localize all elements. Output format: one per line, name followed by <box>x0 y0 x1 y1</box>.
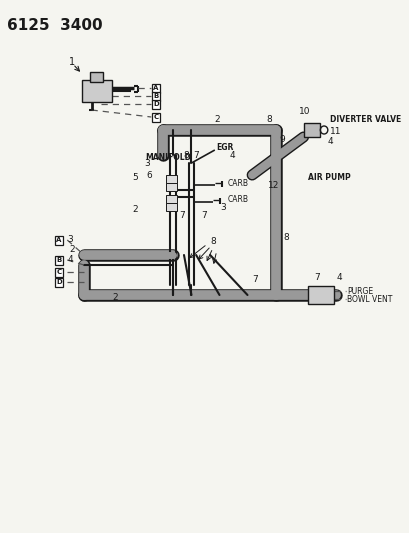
Text: D: D <box>153 101 158 107</box>
Text: D: D <box>56 279 62 285</box>
Text: EGR: EGR <box>216 143 234 152</box>
Text: 7: 7 <box>193 150 199 159</box>
Text: 2: 2 <box>214 116 220 125</box>
Text: 8: 8 <box>210 238 216 246</box>
Text: A: A <box>56 237 61 243</box>
Text: 7: 7 <box>313 273 319 282</box>
Text: 8: 8 <box>282 233 288 243</box>
Text: MANIFOLD: MANIFOLD <box>144 154 190 163</box>
Text: 4: 4 <box>229 150 235 159</box>
Text: 2: 2 <box>112 294 117 303</box>
Text: CARB: CARB <box>227 196 248 205</box>
Text: 8: 8 <box>182 150 189 159</box>
Text: 9: 9 <box>279 135 284 144</box>
Bar <box>54 236 63 245</box>
Text: 2: 2 <box>69 246 74 254</box>
Text: 12: 12 <box>267 181 279 190</box>
Text: B: B <box>56 257 61 263</box>
Bar <box>303 123 319 137</box>
Text: A: A <box>153 85 158 91</box>
Text: 7: 7 <box>200 211 206 220</box>
Text: 7: 7 <box>252 276 257 285</box>
Text: 6125  3400: 6125 3400 <box>7 18 103 33</box>
Bar <box>308 286 334 304</box>
Text: AIR PUMP: AIR PUMP <box>308 174 350 182</box>
Text: 1: 1 <box>69 57 75 67</box>
Text: 4: 4 <box>327 136 333 146</box>
Text: 5: 5 <box>132 174 138 182</box>
Bar <box>151 112 160 122</box>
Bar <box>90 72 103 82</box>
Text: 4: 4 <box>67 255 73 264</box>
Text: C: C <box>56 269 61 275</box>
Bar <box>166 175 177 183</box>
Text: B: B <box>153 93 158 99</box>
Text: CARB: CARB <box>227 179 248 188</box>
Text: 11: 11 <box>329 126 340 135</box>
Bar <box>151 92 160 101</box>
Bar <box>54 255 63 264</box>
Text: 3: 3 <box>144 158 150 167</box>
Text: 6: 6 <box>146 171 152 180</box>
Bar <box>151 84 160 93</box>
Text: 8: 8 <box>265 116 271 125</box>
Text: 3: 3 <box>67 236 73 245</box>
Bar <box>151 100 160 109</box>
Text: 10: 10 <box>298 108 310 117</box>
Text: 4: 4 <box>335 273 341 282</box>
Bar <box>82 80 112 102</box>
Bar <box>166 195 177 203</box>
Bar <box>166 183 177 191</box>
Text: C: C <box>153 114 158 120</box>
Text: BOWL VENT: BOWL VENT <box>346 295 392 303</box>
Bar <box>166 203 177 211</box>
Text: PURGE: PURGE <box>346 287 373 295</box>
Text: 7: 7 <box>179 211 184 220</box>
Bar <box>54 268 63 277</box>
Bar <box>54 278 63 287</box>
Text: 2: 2 <box>132 206 138 214</box>
Text: DIVERTER VALVE: DIVERTER VALVE <box>329 115 400 124</box>
Text: 3: 3 <box>220 204 226 213</box>
